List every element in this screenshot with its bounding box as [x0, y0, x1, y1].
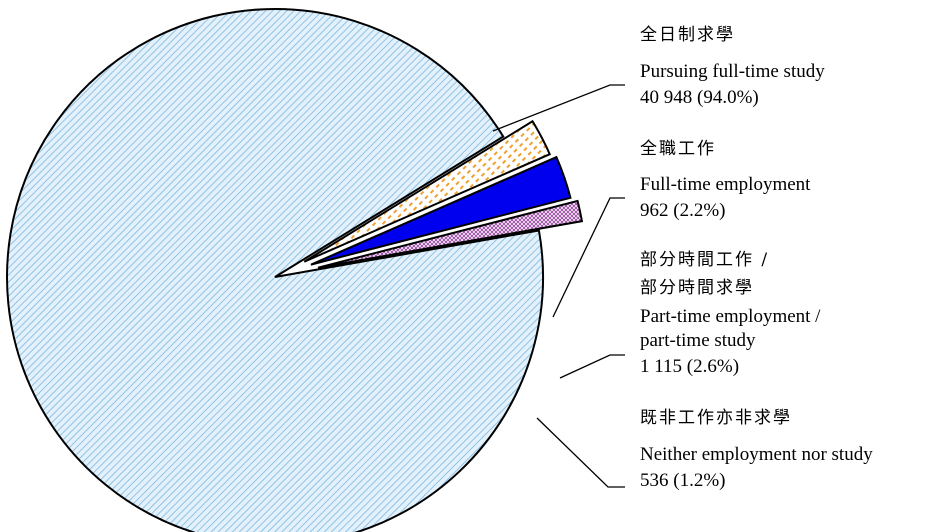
- slice-neither: [317, 199, 584, 269]
- value-full-time-study: 40 948 (94.0%): [640, 87, 759, 108]
- pie-slices: [6, 8, 584, 532]
- label-en-part-time-line2: part-time study: [640, 330, 756, 351]
- leader-line-full-time-employment: [552, 197, 625, 318]
- leader-line-full-time-study: [492, 84, 625, 132]
- slice-full-time-study: [6, 8, 544, 532]
- label-zh-neither: 既非工作亦非求學: [640, 408, 792, 428]
- leader-line-neither: [536, 417, 625, 488]
- label-full-time-employment: 全職工作 Full-time employment 962 (2.2%): [640, 139, 811, 221]
- label-part-time: 部分時間工作 / 部分時間求學 Part-time employment / p…: [640, 250, 821, 377]
- label-en-neither: Neither employment nor study: [640, 444, 873, 465]
- value-full-time-employment: 962 (2.2%): [640, 200, 725, 221]
- label-zh-full-time-study: 全日制求學: [640, 25, 735, 45]
- slice-part-time: [310, 155, 572, 266]
- value-neither: 536 (1.2%): [640, 470, 725, 491]
- label-en-part-time-line1: Part-time employment /: [640, 306, 821, 327]
- label-en-full-time-study: Pursuing full-time study: [640, 61, 825, 82]
- label-en-full-time-employment: Full-time employment: [640, 174, 811, 195]
- leader-line-part-time: [559, 354, 625, 379]
- slice-full-time-employment: [303, 119, 552, 263]
- label-full-time-study: 全日制求學 Pursuing full-time study 40 948 (9…: [640, 25, 825, 108]
- label-zh-part-time-line2: 部分時間求學: [640, 278, 754, 298]
- leader-lines: [492, 84, 625, 488]
- label-neither: 既非工作亦非求學 Neither employment nor study 53…: [640, 408, 873, 491]
- label-zh-part-time-line1: 部分時間工作 /: [640, 250, 769, 270]
- label-zh-full-time-employment: 全職工作: [640, 139, 716, 159]
- value-part-time: 1 115 (2.6%): [640, 356, 739, 377]
